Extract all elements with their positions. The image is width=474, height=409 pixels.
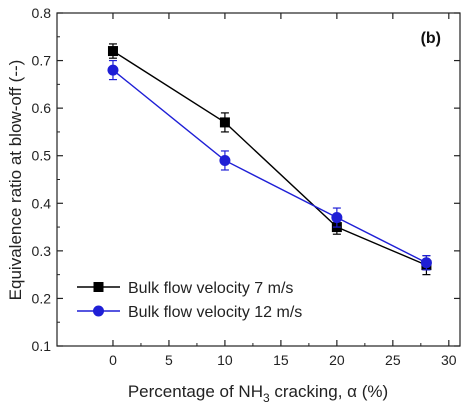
x-tick-label: 20 — [329, 352, 345, 368]
panel-label: (b) — [421, 30, 441, 47]
x-tick-label: 25 — [385, 352, 401, 368]
y-tick-label: 0.2 — [32, 290, 52, 306]
y-tick-label: 0.3 — [32, 243, 52, 259]
y-tick-label: 0.4 — [32, 195, 52, 211]
x-tick-label: 15 — [273, 352, 289, 368]
y-tick-label: 0.5 — [32, 148, 52, 164]
data-point — [331, 212, 343, 224]
data-point — [219, 117, 230, 128]
y-tick-label: 0.8 — [32, 5, 52, 21]
legend-label: Bulk flow velocity 12 m/s — [128, 304, 302, 321]
x-tick-label: 0 — [109, 352, 117, 368]
x-tick-label: 5 — [165, 352, 173, 368]
legend-marker — [93, 282, 104, 292]
y-tick-label: 0.1 — [32, 338, 52, 354]
y-tick-label: 0.7 — [32, 53, 52, 69]
y-axis-title: Equivalence ratio at blow-off (--) — [6, 60, 25, 301]
legend: Bulk flow velocity 7 m/s Bulk flow veloci… — [77, 280, 302, 321]
data-point — [107, 64, 119, 76]
x-axis-title-suffix: cracking, α (%) — [270, 382, 388, 401]
series-line — [112, 50, 427, 266]
x-tick-label: 10 — [217, 352, 233, 368]
data-point — [420, 257, 432, 269]
legend-label: Bulk flow velocity 7 m/s — [128, 280, 293, 297]
series-2 — [107, 59, 432, 271]
series-line — [112, 69, 427, 264]
data-point — [219, 154, 231, 166]
legend-marker — [93, 305, 104, 317]
x-tick-label: 30 — [441, 352, 457, 368]
data-point — [107, 46, 118, 57]
x-axis-title-subscript: 3 — [263, 391, 270, 405]
x-axis-title: Percentage of NH3 cracking, α (%) — [128, 382, 388, 405]
axis-ticks: 0 5 10 15 20 25 30 0.1 0.2 0.3 0.4 0.5 0.6 0.7 0.8 — [32, 5, 460, 368]
series-layer — [107, 43, 432, 276]
y-tick-label: 0.6 — [32, 100, 52, 116]
x-axis-title-prefix: Percentage of NH — [128, 382, 263, 401]
